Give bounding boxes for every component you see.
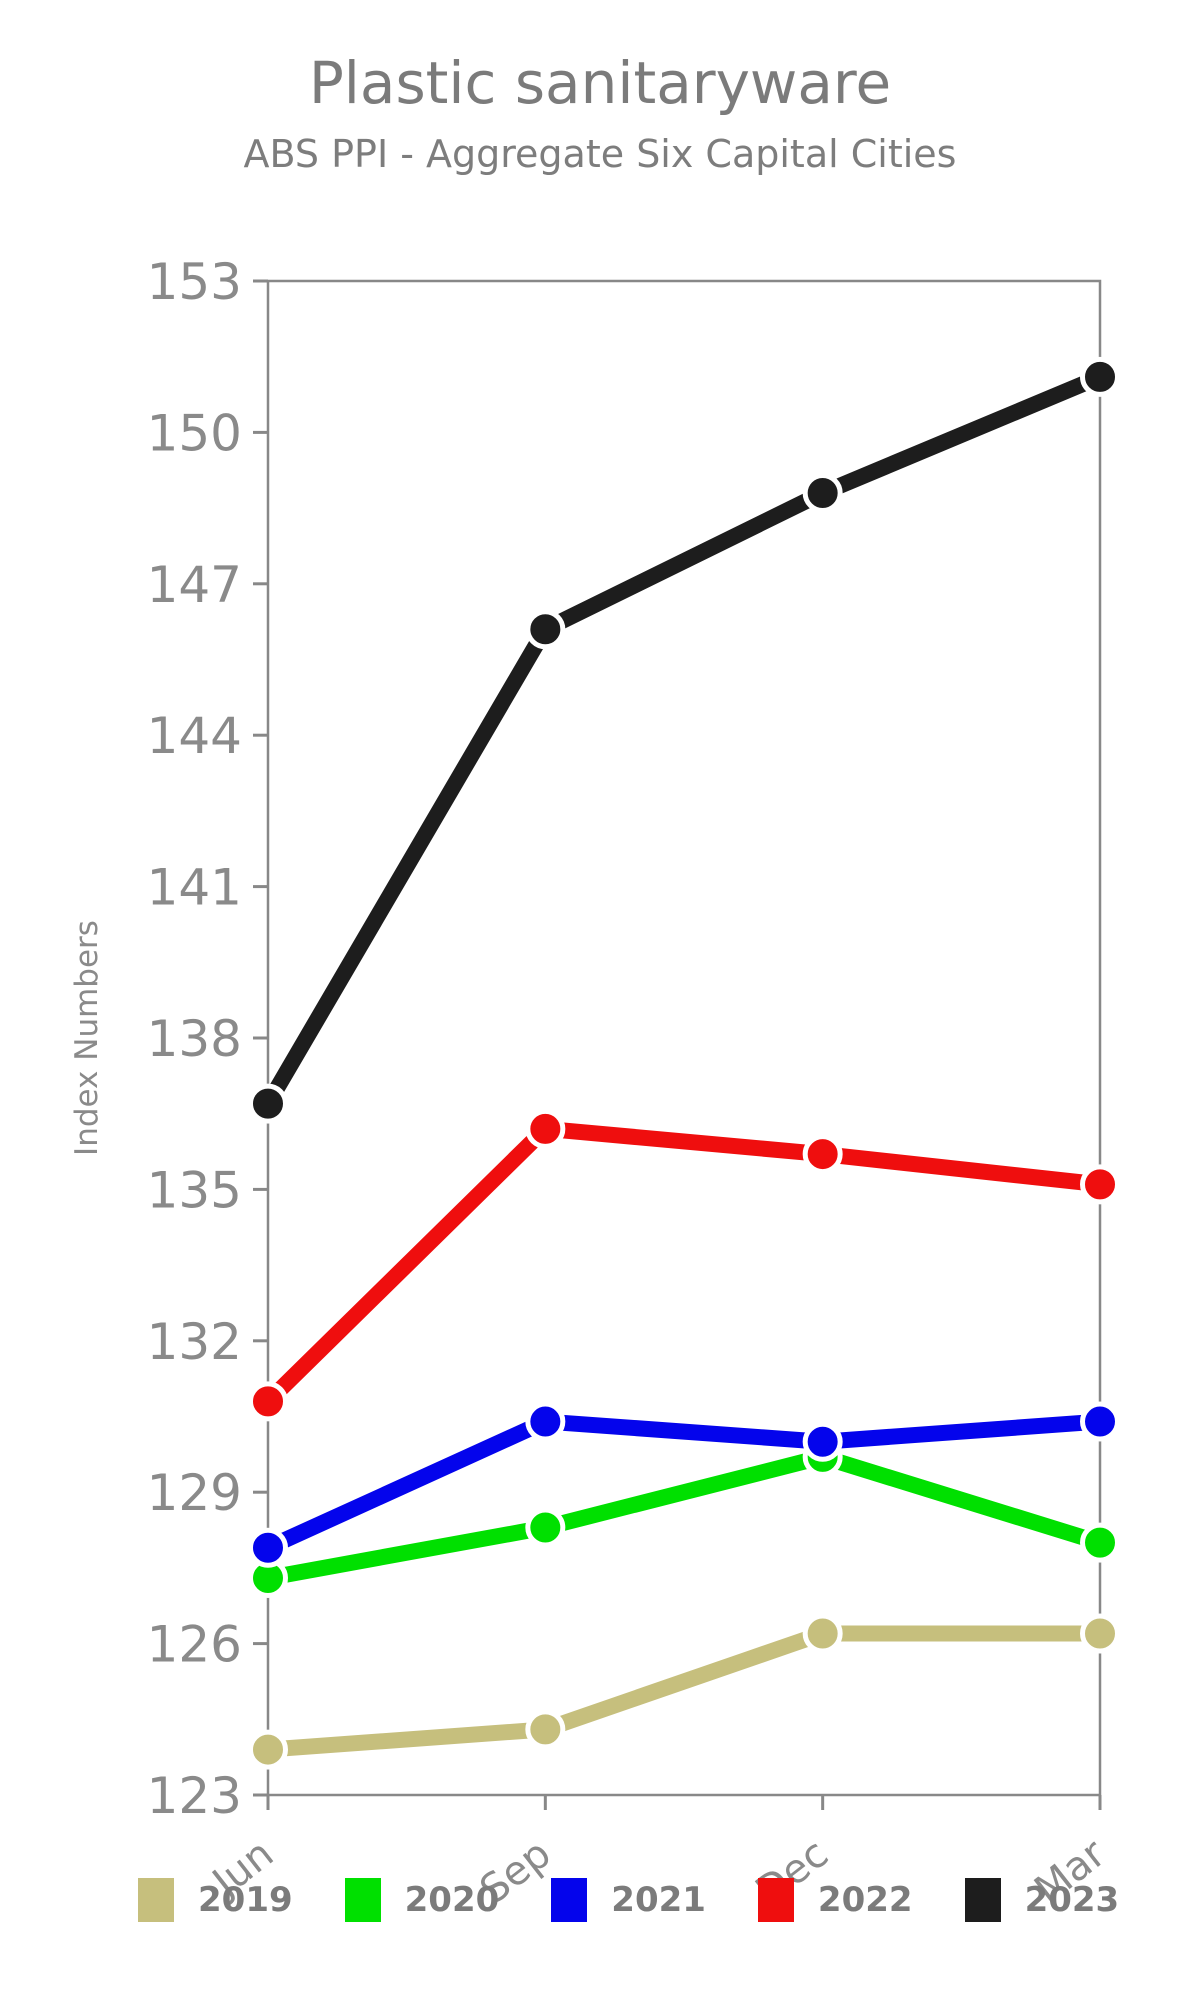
data-point-2022-Jun [248,1381,288,1422]
y-tick-label: 132 [147,1313,242,1371]
data-point-2022-Dec [802,1134,843,1175]
data-point-2023-Sep [525,609,566,650]
y-tick-label: 147 [147,556,242,614]
data-point-2021-Mar [1080,1401,1120,1442]
legend-label-2020: 2020 [404,1880,500,1920]
data-point-2021-Sep [525,1401,566,1442]
legend-swatch-2023 [964,1878,1001,1922]
legend-item-2019: 2019 [138,1878,293,1922]
y-tick-label: 153 [147,253,242,311]
data-point-2022-Mar [1080,1164,1120,1205]
y-tick-label: 144 [147,707,242,765]
chart-subtitle: ABS PPI - Aggregate Six Capital Cities [243,132,957,176]
data-point-2021-Dec [802,1421,843,1462]
chart-title: Plastic sanitaryware [308,49,892,117]
series-line-2020 [260,1448,1108,1586]
series-line-2021 [260,1413,1108,1556]
legend-swatch-2020 [344,1878,381,1922]
data-point-2023-Dec [802,472,843,513]
data-point-2023-Jun [248,1083,288,1124]
legend-label-2021: 2021 [611,1880,706,1920]
y-tick-label: 123 [147,1767,242,1825]
data-point-2019-Mar [1080,1613,1120,1654]
y-tick-label: 135 [147,1161,242,1219]
legend-item-2020: 2020 [344,1878,500,1922]
data-point-2020-Mar [1080,1522,1120,1563]
legend-label-2019: 2019 [198,1880,293,1920]
legend-item-2021: 2021 [551,1878,706,1922]
legend-item-2023: 2023 [964,1878,1120,1922]
series-line-2022 [260,1120,1108,1410]
legend-swatch-2021 [551,1878,588,1922]
legend-swatch-2019 [138,1878,174,1922]
y-axis-label: Index Numbers [69,920,105,1156]
data-point-2019-Dec [802,1613,843,1654]
y-tick-label: 129 [147,1464,242,1522]
data-point-2023-Mar [1080,356,1120,397]
data-point-2021-Jun [248,1527,288,1568]
legend-label-2022: 2022 [817,1880,913,1920]
series-line-2023 [260,368,1108,1112]
data-point-2022-Sep [525,1108,566,1149]
y-tick-label: 141 [147,859,242,917]
chart-legend: 2019 2020 2021 2022 2023 [138,1878,1180,1922]
data-point-2019-Jun [248,1729,288,1770]
y-tick-label: 126 [147,1616,242,1674]
legend-swatch-2022 [757,1878,794,1922]
y-tick-label: 150 [147,404,242,462]
data-point-2020-Sep [525,1507,566,1548]
legend-label-2023: 2023 [1024,1880,1120,1920]
data-point-2019-Sep [525,1709,566,1750]
plot-border [266,279,1102,1797]
y-tick-label: 138 [147,1010,242,1068]
legend-item-2022: 2022 [757,1878,913,1922]
series-line-2019 [260,1625,1108,1758]
